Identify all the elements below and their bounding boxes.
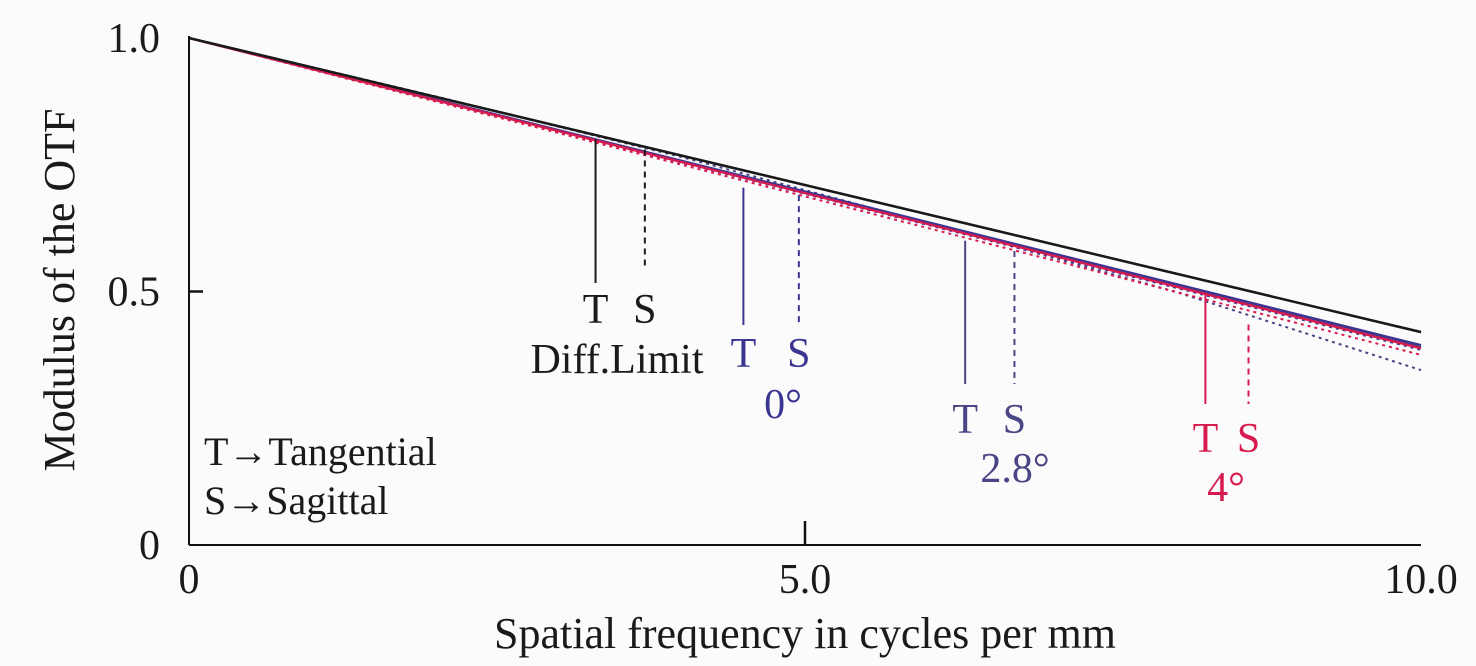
legend: T→Tangential S→Sagittal bbox=[204, 429, 437, 523]
series-line-diff_T bbox=[188, 36, 1422, 334]
marker-caption-diff: Diff.Limit bbox=[530, 337, 703, 383]
y-tick-label-2: 1.0 bbox=[108, 16, 161, 62]
marker-label-deg0-s: S bbox=[787, 331, 810, 377]
marker-caption-deg0: 0° bbox=[764, 382, 802, 428]
x-tick-label-0: 0 bbox=[179, 557, 200, 603]
y-axis-label: Modulus of the OTF bbox=[35, 109, 84, 472]
series-layer bbox=[188, 36, 1422, 372]
marker-label-deg4-t: T bbox=[1193, 416, 1219, 462]
marker-caption-deg28: 2.8° bbox=[980, 446, 1049, 492]
marker-label-diff-t: T bbox=[583, 287, 609, 333]
marker-label-deg0-t: T bbox=[731, 331, 757, 377]
x-axis-label: Spatial frequency in cycles per mm bbox=[494, 609, 1116, 658]
legend-sagittal: S→Sagittal bbox=[204, 478, 388, 523]
marker-label-deg28-t: T bbox=[952, 397, 978, 443]
x-tick-label-2: 10.0 bbox=[1384, 557, 1458, 603]
y-tick-label-0: 0 bbox=[139, 523, 160, 569]
y-tick-label-1: 0.5 bbox=[108, 270, 161, 316]
legend-tangential: T→Tangential bbox=[204, 429, 437, 474]
marker-label-diff-s: S bbox=[633, 287, 656, 333]
tick-layer: 0 5.0 10.0 0 0.5 1.0 bbox=[108, 16, 1458, 603]
x-tick-label-1: 5.0 bbox=[779, 557, 832, 603]
marker-label-deg28-s: S bbox=[1003, 397, 1026, 443]
marker-label-deg4-s: S bbox=[1237, 416, 1260, 462]
series-line-deg4_T bbox=[188, 36, 1422, 350]
marker-caption-deg4: 4° bbox=[1207, 465, 1245, 511]
